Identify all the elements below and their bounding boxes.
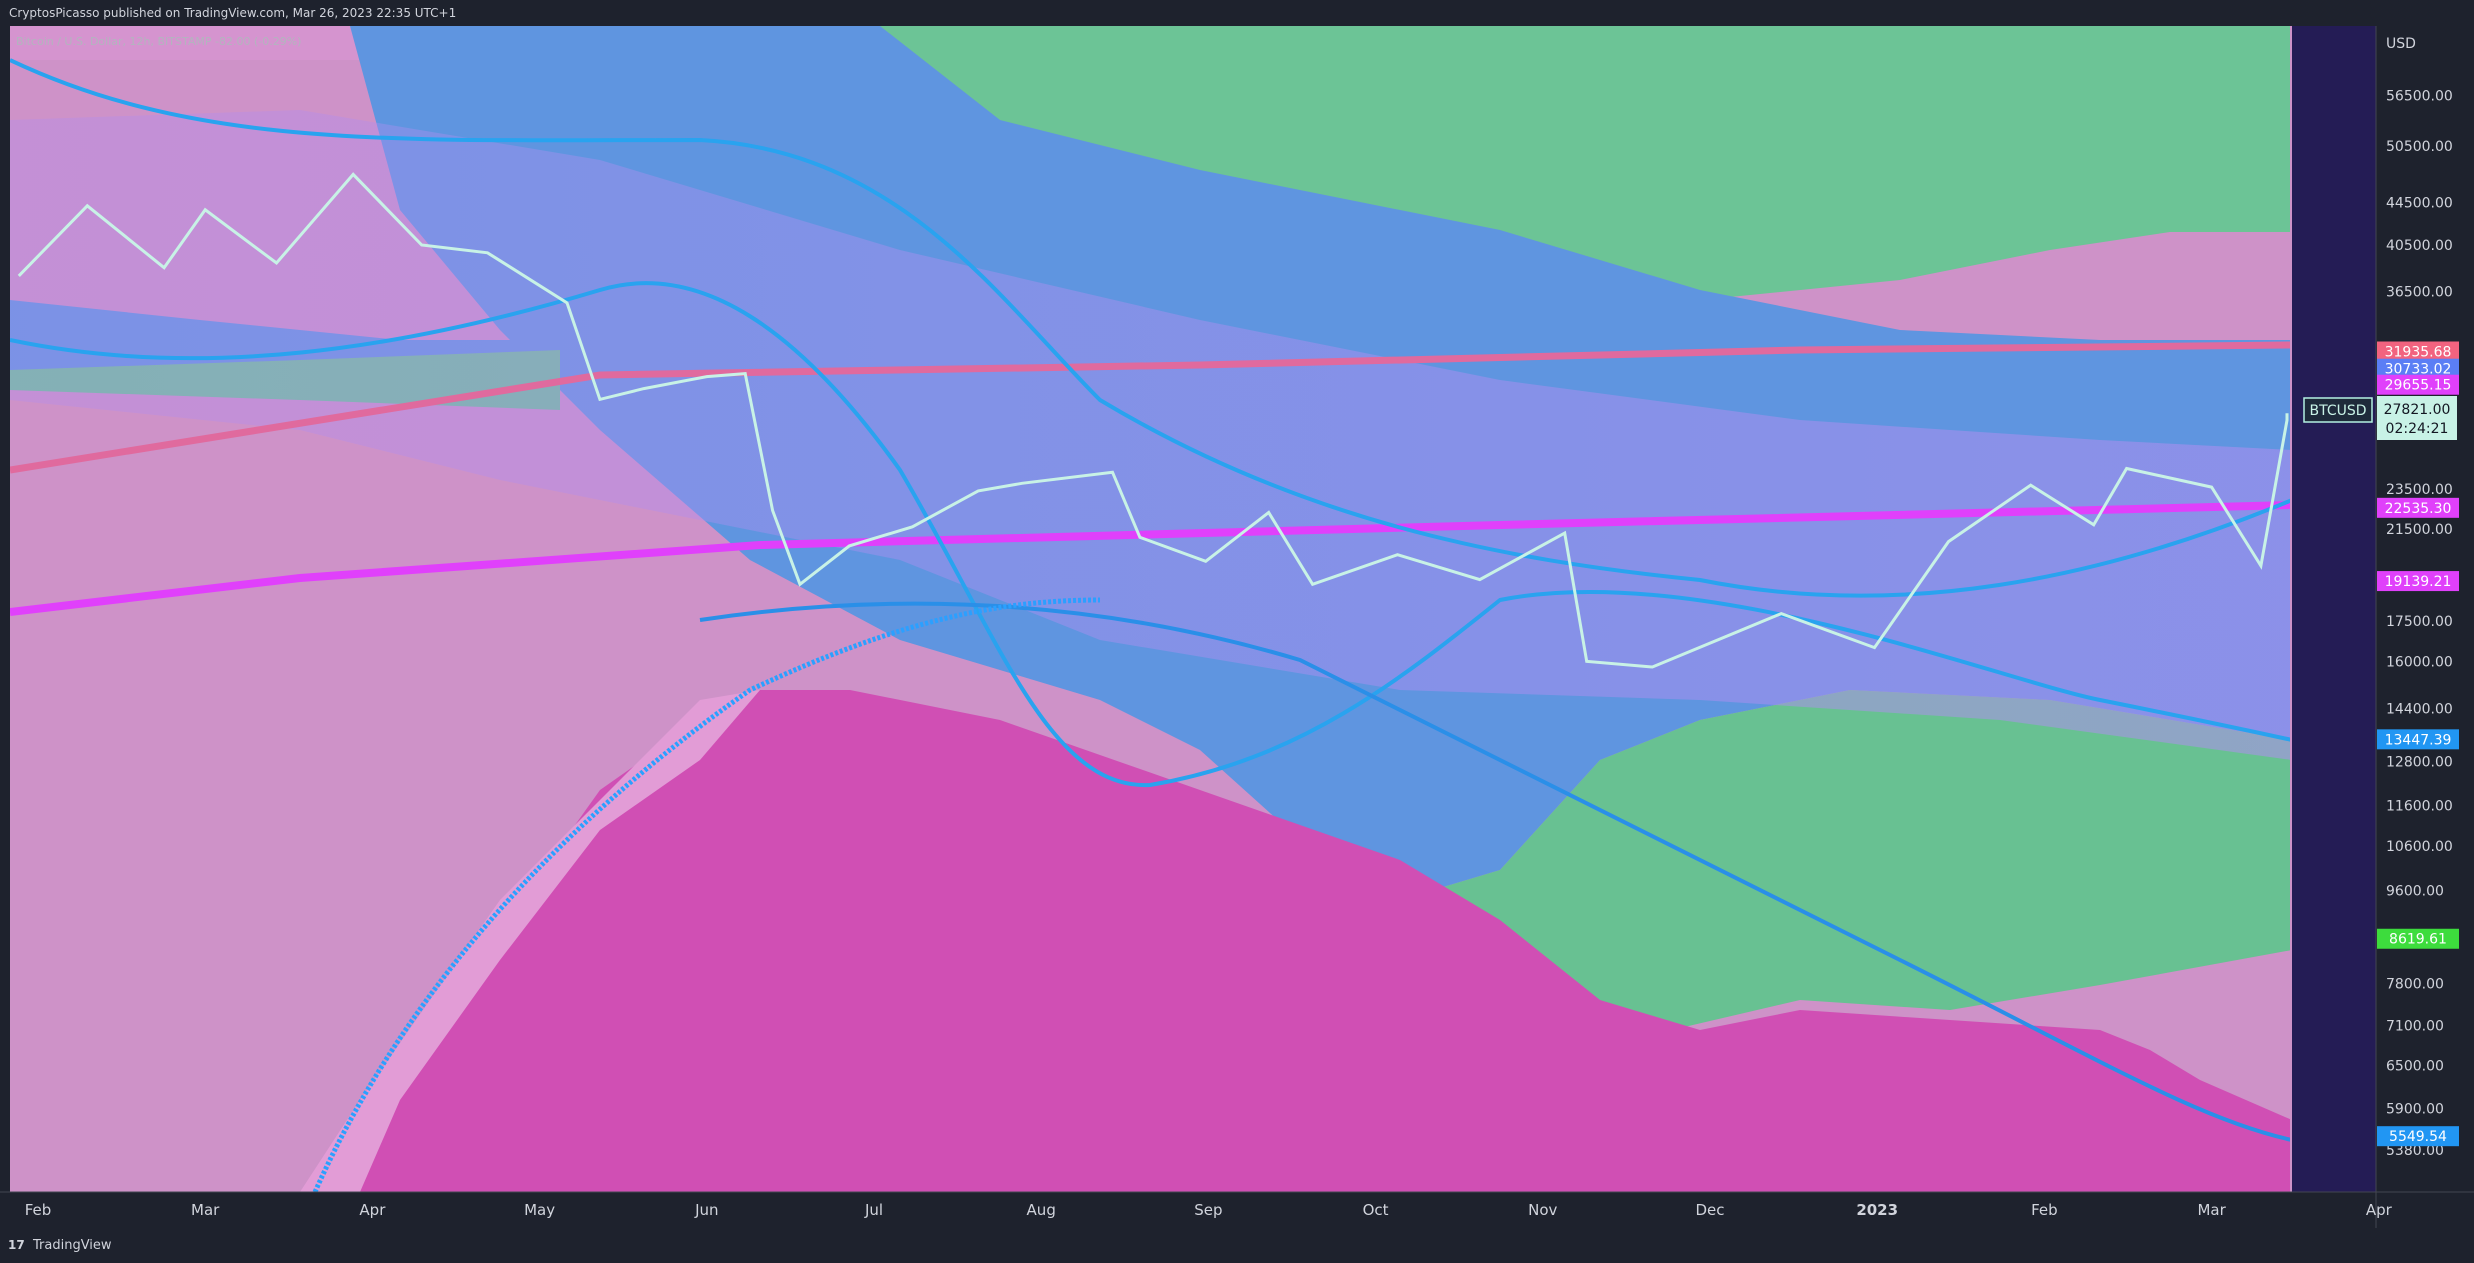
band-layers (10, 26, 2290, 1192)
x-tick-label: Oct (1363, 1201, 1389, 1219)
price-label-text: 31935.68 (2385, 344, 2452, 360)
x-tick-label: Nov (1528, 1201, 1557, 1219)
price-chart[interactable]: Bitcoin / U.S. Dollar, 12h, BITSTAMP -82… (0, 26, 2474, 1228)
blue-ma-fast (10, 58, 2290, 598)
y-tick-label: 50500.00 (2386, 139, 2453, 155)
bar-countdown: 02:24:21 (2386, 421, 2449, 437)
blue-rising-curve (312, 597, 1101, 1192)
price-label-box (2377, 571, 2459, 592)
magenta-block (360, 690, 2290, 1192)
x-tick-label: 2023 (1856, 1201, 1898, 1219)
y-tick-label: 5900.00 (2386, 1102, 2444, 1118)
x-axis-ticks: Feb Mar Apr May Jun Jul Aug Sep Oct Nov Dec 2023 Feb… (25, 1201, 2393, 1219)
y-tick-label: 12800.00 (2386, 754, 2453, 770)
x-tick-label: Feb (25, 1201, 52, 1219)
blue-long-decline (699, 601, 2290, 1142)
footer-bar: 17 TradingView (0, 1228, 2474, 1263)
y-tick-label: 7800.00 (2386, 977, 2444, 993)
price-label-box (2377, 928, 2459, 949)
x-tick-label: Mar (191, 1201, 220, 1219)
y-tick-label: 44500.00 (2386, 196, 2453, 212)
price-label-box (2377, 374, 2459, 395)
x-tick-label: Apr (359, 1201, 386, 1219)
y-tick-label: 56500.00 (2386, 89, 2453, 105)
x-tick-label: Sep (1194, 1201, 1222, 1219)
last-price-marker: BTCUSD 27821.00 02:24:21 (2303, 396, 2457, 440)
x-tick-label: Aug (1027, 1201, 1056, 1219)
price-axis-bg (2376, 26, 2474, 1192)
btc-price-line (17, 172, 2289, 669)
x-tick-label: Jul (864, 1201, 883, 1219)
currency-label: USD (2386, 36, 2416, 52)
y-tick-label: 17500.00 (2386, 614, 2453, 630)
x-tick-label: Jun (694, 1201, 718, 1219)
tradingview-logo: 17 (8, 1238, 25, 1252)
magenta-trend-line (10, 501, 2290, 616)
price-label-text: 29655.15 (2385, 378, 2452, 394)
y-tick-label: 23500.00 (2386, 482, 2453, 498)
y-tick-label: 16000.00 (2386, 654, 2453, 670)
y-axis-ticks: 56500.00 50500.00 44500.00 40500.00 36500.00… (2386, 89, 2453, 1159)
blue-ma-slow (10, 281, 2290, 788)
price-label-text: 5549.54 (2389, 1129, 2447, 1145)
y-tick-label: 40500.00 (2386, 238, 2453, 254)
price-label-text: 13447.39 (2385, 732, 2452, 748)
purple-overlay (10, 110, 2290, 760)
price-label-text: 22535.30 (2385, 501, 2452, 517)
tradingview-brand: TradingView (33, 1238, 112, 1253)
x-tick-label: Feb (2031, 1201, 2058, 1219)
x-tick-label: Apr (2366, 1201, 2393, 1219)
y-tick-label: 9600.00 (2386, 883, 2444, 899)
y-tick-label: 11600.00 (2386, 799, 2453, 815)
x-tick-label: Dec (1695, 1201, 1724, 1219)
y-tick-label: 7100.00 (2386, 1019, 2444, 1035)
light-pink-wedge (300, 690, 760, 1192)
price-label-text: 8619.61 (2389, 932, 2447, 948)
x-tick-label: May (524, 1201, 555, 1219)
price-label-box (2377, 497, 2459, 518)
price-label-box (2377, 358, 2459, 379)
price-label-box (2377, 1126, 2459, 1147)
y-tick-label: 36500.00 (2386, 285, 2453, 301)
last-price-value: 27821.00 (2384, 402, 2451, 418)
y-tick-label: 5380.00 (2386, 1143, 2444, 1159)
price-label-box (2377, 341, 2459, 362)
x-tick-label: Mar (2197, 1201, 2226, 1219)
y-tick-label: 21500.00 (2386, 522, 2453, 538)
price-label-text: 19139.21 (2385, 574, 2452, 590)
right-scale-bg (2292, 26, 2376, 1192)
y-tick-label: 6500.00 (2386, 1058, 2444, 1074)
indicator-lines (10, 58, 2290, 1192)
price-label-box (2377, 729, 2459, 750)
pink-trend-line (10, 341, 2290, 474)
publish-info: CryptosPicasso published on TradingView.… (9, 6, 457, 20)
y-tick-label: 10600.00 (2386, 839, 2453, 855)
price-label-text: 30733.02 (2385, 362, 2452, 378)
y-tick-label: 14400.00 (2386, 702, 2453, 718)
publish-header: CryptosPicasso published on TradingView.… (0, 0, 2474, 26)
symbol-info: Bitcoin / U.S. Dollar, 12h, BITSTAMP -82… (16, 35, 301, 48)
symbol-tag: BTCUSD (2309, 403, 2366, 419)
